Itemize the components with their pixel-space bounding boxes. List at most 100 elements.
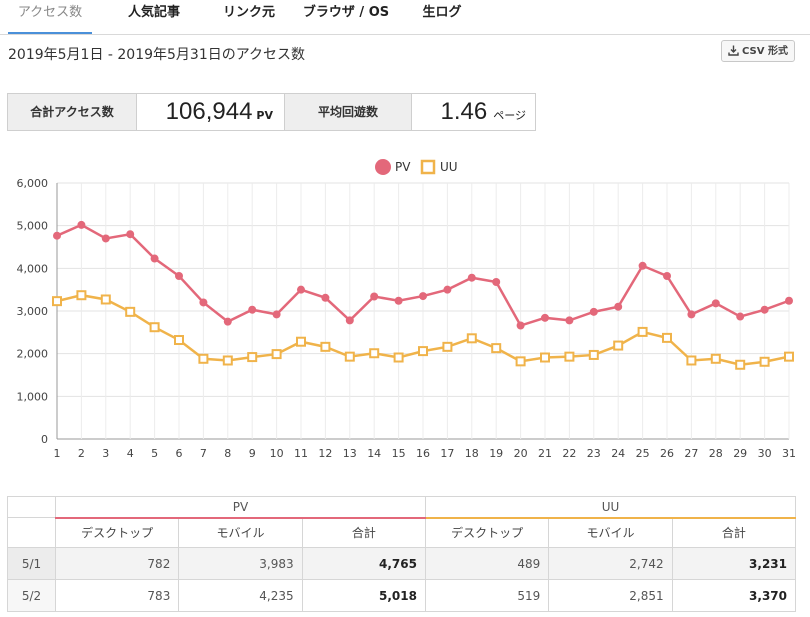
pv-point (467, 273, 476, 282)
daily-access-table-wrap: PV UU デスクトップ モバイル 合計 デスクトップ モバイル 合計 5/1 … (7, 496, 797, 612)
tab-popular-articles[interactable]: 人気記事 (127, 5, 180, 20)
uu-desktop-cell: 519 (424, 579, 550, 612)
pv-point (443, 285, 452, 294)
y-tick-label: 1,000 (17, 390, 49, 403)
summary-box: 合計アクセス数 106,944 PV 平均回遊数 1.46 ページ (7, 93, 536, 131)
uu-point (759, 356, 770, 367)
pv-point (297, 285, 305, 294)
uu-point (466, 333, 477, 344)
pv-point (687, 310, 696, 319)
uu-point (320, 341, 331, 352)
x-tick-label: 13 (343, 447, 357, 460)
uu-point (174, 335, 184, 346)
pv-desktop-cell: 783 (54, 579, 180, 612)
pv-point (272, 310, 281, 319)
uu-point (247, 352, 258, 363)
uu-point (491, 343, 502, 354)
pv-point (565, 316, 574, 325)
x-tick-label: 3 (102, 447, 109, 460)
pv-total-cell: 5,018 (301, 579, 426, 612)
daily-access-table: PV UU デスクトップ モバイル 合計 デスクトップ モバイル 合計 5/1 … (7, 496, 797, 612)
y-tick-label: 5,000 (17, 220, 49, 233)
pv-group-header: PV (55, 496, 426, 519)
x-tick-label: 1 (54, 447, 61, 460)
uu-total-cell: 3,231 (671, 547, 797, 580)
x-tick-label: 26 (660, 447, 674, 460)
chart-series (52, 220, 794, 370)
pv-point (492, 277, 501, 286)
y-tick-label: 6,000 (17, 177, 49, 190)
date-header-corner (7, 496, 56, 518)
uu-point (52, 296, 62, 307)
pv-mobile-cell: 4,235 (178, 579, 303, 612)
csv-export-button[interactable]: CSV 形式 (721, 40, 795, 62)
pv-point (150, 254, 159, 263)
pv-point (785, 296, 793, 305)
tab-raw-log[interactable]: 生ログ (422, 5, 462, 20)
x-tick-label: 2 (78, 447, 85, 460)
x-tick-label: 25 (636, 447, 650, 460)
uu-desktop-cell: 489 (424, 547, 550, 580)
uu-legend-label: UU (440, 160, 458, 174)
pv-total-cell: 4,765 (301, 547, 426, 580)
uu-point (662, 332, 672, 343)
x-tick-label: 8 (224, 447, 231, 460)
average-pages-unit: ページ (493, 109, 526, 122)
pv-desktop-cell: 782 (54, 547, 180, 580)
series-uu (52, 290, 794, 370)
pv-mobile-cell: 3,983 (178, 547, 303, 580)
uu-point (686, 355, 697, 366)
pv-point (541, 313, 549, 322)
chart-grid (56, 182, 790, 440)
x-tick-label: 30 (758, 447, 772, 460)
uu-mobile-cell: 2,742 (548, 547, 673, 580)
tab-browser-os[interactable]: ブラウザ / OS (302, 5, 390, 20)
pv-point (614, 302, 623, 311)
uu-legend-marker (420, 159, 436, 175)
pv-point (394, 296, 403, 305)
pv-point (736, 312, 745, 321)
tab-referrers[interactable]: リンク元 (222, 5, 275, 20)
total-access-value: 106,944 PV (138, 94, 273, 130)
uu-point (637, 326, 648, 337)
x-axis: 1 2 3 4 5 6 7 8 9 10 11 12 13 14 15 16 17 18 19 20 21 22 23 24 2… (54, 447, 797, 460)
x-tick-label: 11 (294, 447, 308, 460)
uu-point (76, 290, 87, 301)
pv-point (101, 234, 110, 243)
y-tick-label: 0 (41, 433, 48, 446)
x-tick-label: 19 (489, 447, 503, 460)
pv-legend-marker (375, 159, 391, 175)
tab-access[interactable]: アクセス数 (8, 0, 92, 34)
table-row: 5/2 783 4,235 5,018 519 2,851 3,370 (7, 579, 797, 612)
y-axis: 0 1,000 2,000 3,000 4,000 5,000 6,000 (17, 177, 58, 446)
average-pages-number: 1.46 (440, 98, 488, 125)
x-tick-label: 4 (127, 447, 134, 460)
chart-legend: PV UU (375, 159, 458, 175)
uu-point (442, 341, 453, 352)
pv-point (589, 307, 598, 316)
total-access-unit: PV (256, 109, 273, 122)
uu-point (296, 336, 306, 347)
x-tick-label: 6 (176, 447, 183, 460)
x-tick-label: 24 (611, 447, 625, 460)
pv-mobile-header: モバイル (178, 517, 303, 548)
x-tick-label: 31 (782, 447, 796, 460)
uu-point (784, 351, 794, 362)
x-tick-label: 29 (733, 447, 747, 460)
pv-point (663, 272, 671, 281)
uu-point (588, 349, 599, 360)
uu-point (369, 348, 380, 359)
pv-point (370, 292, 379, 301)
x-tick-label: 27 (684, 447, 698, 460)
y-tick-label: 3,000 (17, 305, 49, 318)
uu-point (222, 355, 233, 366)
uu-point (735, 359, 746, 370)
row-date: 5/1 (7, 547, 56, 580)
uu-point (149, 322, 160, 333)
pv-point (345, 316, 354, 325)
x-tick-label: 28 (709, 447, 723, 460)
pv-point (199, 298, 208, 307)
uu-desktop-header: デスクトップ (424, 517, 550, 548)
download-icon (728, 45, 739, 56)
csv-export-label: CSV 形式 (742, 46, 788, 57)
